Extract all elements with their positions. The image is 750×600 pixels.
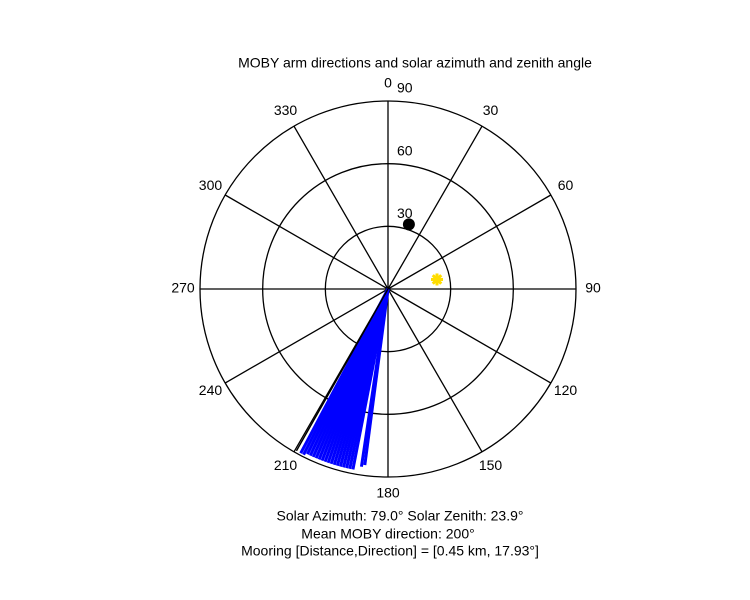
- r-tick-label: 60: [397, 142, 413, 158]
- grid-spoke: [387, 125, 483, 290]
- grid-spoke: [387, 194, 552, 290]
- theta-tick-label: 90: [585, 280, 601, 296]
- reference-arm: [295, 288, 389, 452]
- grid-spoke: [293, 125, 389, 290]
- arm-line: [299, 288, 390, 454]
- r-tick-label: 90: [397, 80, 413, 96]
- chart-title: MOBY arm directions and solar azimuth an…: [238, 55, 592, 71]
- mooring-point: [402, 218, 415, 231]
- theta-tick-label: 240: [199, 382, 223, 398]
- theta-tick-label: 330: [274, 102, 298, 118]
- grid-spoke: [387, 288, 483, 453]
- theta-tick-label: 60: [558, 177, 574, 193]
- sun-core: [433, 275, 441, 283]
- theta-tick-label: 210: [274, 457, 298, 473]
- grid-spoke: [224, 288, 389, 384]
- grid-spoke: [387, 288, 552, 384]
- theta-tick-label: 120: [554, 382, 578, 398]
- footer-line: Mean MOBY direction: 200°: [301, 526, 474, 542]
- theta-tick-label: 30: [483, 102, 499, 118]
- footer-line: Solar Azimuth: 79.0° Solar Zenith: 23.9°: [277, 508, 524, 524]
- theta-tick-label: 180: [376, 485, 400, 501]
- r-tick-label: 30: [397, 205, 413, 221]
- grid-spoke: [224, 194, 389, 290]
- theta-tick-label: 300: [199, 177, 223, 193]
- footer-line: Mooring [Distance,Direction] = [0.45 km,…: [241, 543, 539, 559]
- theta-tick-label: 270: [171, 280, 195, 296]
- theta-tick-label: 0: [384, 75, 392, 91]
- theta-tick-label: 150: [479, 457, 503, 473]
- sun-marker: [431, 273, 444, 286]
